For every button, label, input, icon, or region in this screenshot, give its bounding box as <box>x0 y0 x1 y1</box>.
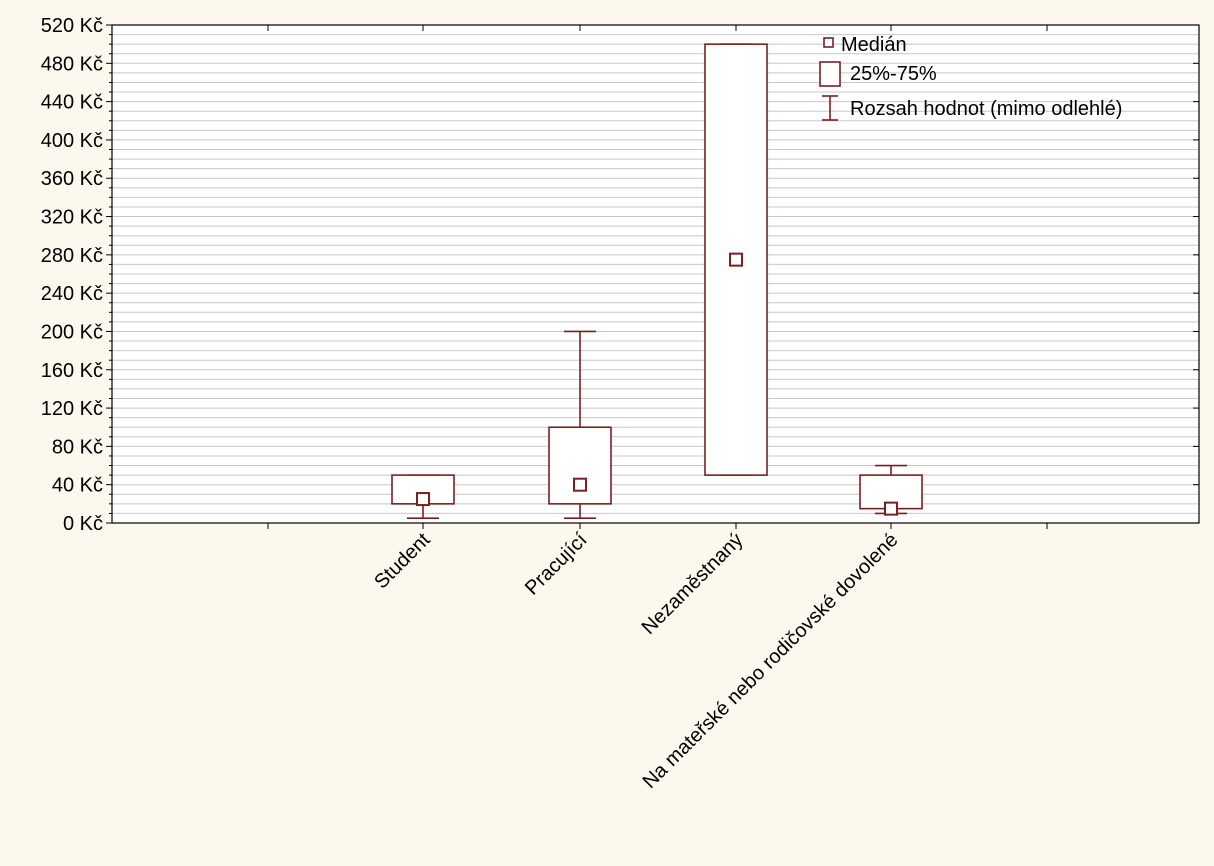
median-marker <box>416 492 430 507</box>
boxes <box>391 43 923 520</box>
legend-label: Medián <box>841 34 907 56</box>
y-tick-label: 520 Kč <box>41 15 103 37</box>
y-tick-label: 160 Kč <box>41 360 103 382</box>
y-tick-label: 40 Kč <box>52 475 103 497</box>
y-tick-label: 0 Kč <box>63 513 103 535</box>
median-marker <box>884 501 898 516</box>
y-tick-label: 80 Kč <box>52 436 103 458</box>
box-group-1 <box>391 474 455 520</box>
grid-lines <box>112 34 1199 514</box>
y-axis-labels: 0 Kč 40 Kč 80 Kč 120 Kč 160 Kč 200 Kč 240 Kč 28… <box>41 15 103 535</box>
median-marker <box>573 477 587 492</box>
category-label: Nezaměstnaný <box>638 529 748 639</box>
legend-median-symbol <box>823 37 834 48</box>
category-label: Na mateřské nebo rodičovské dovolené <box>639 529 903 793</box>
legend-box-symbol <box>819 61 841 87</box>
legend: Medián 25%-75% Rozsah hodnot (mimo odlehlé… <box>819 34 1122 121</box>
y-tick-label: 240 Kč <box>41 283 103 305</box>
box-iqr <box>548 426 612 505</box>
legend-label: 25%-75% <box>850 63 937 85</box>
category-label: Student <box>370 529 435 594</box>
category-label: Pracující <box>521 529 592 600</box>
box-group-4 <box>859 464 923 516</box>
box-group-2 <box>548 330 612 520</box>
median-marker <box>729 252 743 267</box>
axis-ticks <box>106 24 1199 529</box>
y-tick-label: 400 Kč <box>41 130 103 152</box>
y-tick-label: 200 Kč <box>41 321 103 343</box>
y-tick-label: 440 Kč <box>41 92 103 114</box>
y-tick-label: 320 Kč <box>41 207 103 229</box>
y-tick-label: 480 Kč <box>41 53 103 75</box>
y-tick-label: 360 Kč <box>41 168 103 190</box>
y-tick-label: 120 Kč <box>41 398 103 420</box>
legend-label: Rozsah hodnot (mimo odlehlé) <box>850 98 1122 120</box>
y-tick-label: 280 Kč <box>41 245 103 267</box>
box-group-3 <box>704 43 768 476</box>
